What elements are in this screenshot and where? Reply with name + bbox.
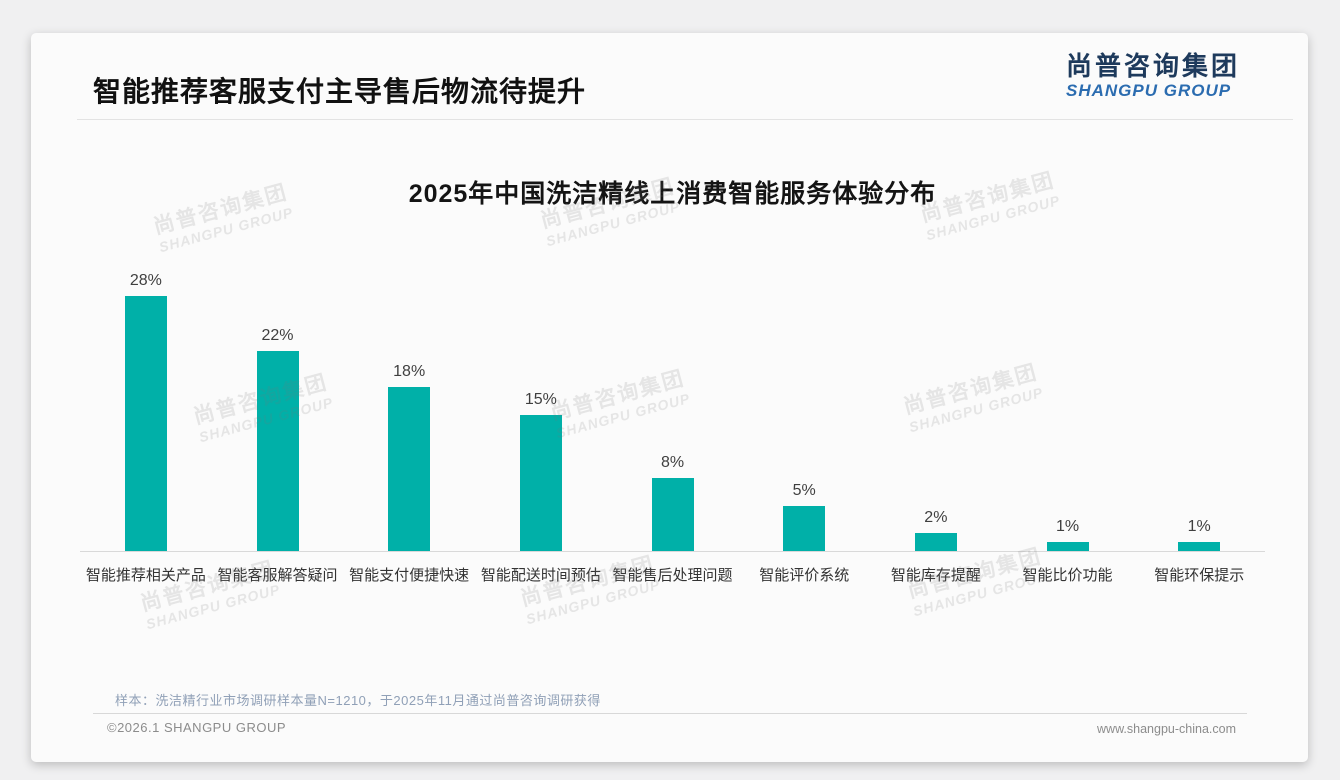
x-axis-category-labels: 智能推荐相关产品 智能客服解答疑问 智能支付便捷快速 智能配送时间预估 智能售后处理问题… (80, 564, 1265, 585)
x-axis-label: 智能库存提醒 (890, 567, 981, 584)
bar (124, 296, 167, 551)
x-axis-label: 智能比价功能 (1022, 567, 1113, 584)
logo-chinese-text: 尚普咨询集团 (1065, 51, 1240, 81)
bar-column: 2% (870, 240, 1002, 551)
sample-note: 样本：洗洁精行业市场调研样本量N=1210，于2025年11月通过尚普咨询调研获… (115, 693, 601, 708)
bar (388, 387, 431, 551)
slide-card: 智能推荐客服支付主导售后物流待提升 尚普咨询集团 SHANGPU GROUP 2… (31, 33, 1308, 762)
bar-column: 22% (212, 240, 344, 551)
x-axis-label: 智能配送时间预估 (480, 567, 601, 584)
bar (256, 350, 299, 551)
footer-divider (93, 713, 1247, 714)
bar-column: 8% (607, 240, 739, 551)
bar-value-label: 5% (792, 481, 816, 499)
x-axis-label: 智能环保提示 (1154, 567, 1245, 584)
x-axis-label: 智能推荐相关产品 (85, 567, 206, 584)
x-axis-label: 智能支付便捷快速 (349, 567, 470, 584)
bar-value-label: 18% (393, 363, 426, 381)
page-title: 智能推荐客服支付主导售后物流待提升 (93, 76, 587, 107)
bar-column: 5% (738, 240, 870, 551)
x-axis-label: 智能客服解答疑问 (217, 567, 338, 584)
bar-value-label: 15% (524, 390, 557, 408)
copyright-text: ©2026.1 SHANGPU GROUP (107, 720, 287, 735)
x-axis-label: 智能评价系统 (759, 567, 850, 584)
bar-column: 28% (80, 240, 212, 551)
bar-column: 18% (343, 240, 475, 551)
x-axis-label: 智能售后处理问题 (612, 567, 733, 584)
company-logo: 尚普咨询集团 SHANGPU GROUP (1065, 51, 1240, 101)
bar (1178, 541, 1221, 551)
bar-chart-plot-area: 28% 22% 18% 15% 8% 5% 2% 1% 1% (80, 240, 1265, 552)
bar-column: 1% (1133, 240, 1265, 551)
bar (914, 532, 957, 551)
bar (1046, 541, 1089, 551)
bar-value-label: 22% (261, 326, 294, 344)
bar (651, 478, 694, 551)
bar-value-label: 1% (1055, 517, 1080, 535)
title-divider (77, 119, 1293, 120)
logo-english-text: SHANGPU GROUP (1065, 81, 1232, 101)
bar (519, 414, 562, 551)
bar-value-label: 8% (660, 454, 685, 472)
watermark-chinese-text: 尚普咨询集团 (138, 557, 278, 616)
bar-column: 15% (475, 240, 607, 551)
bar-value-label: 2% (924, 508, 948, 526)
website-url: www.shangpu-china.com (1097, 722, 1236, 736)
bar-value-label: 28% (129, 272, 162, 290)
bar-column: 1% (1002, 240, 1134, 551)
bar-value-label: 1% (1187, 517, 1211, 535)
chart-title: 2025年中国洗洁精线上消费智能服务体验分布 (408, 180, 937, 208)
bar (783, 505, 826, 551)
